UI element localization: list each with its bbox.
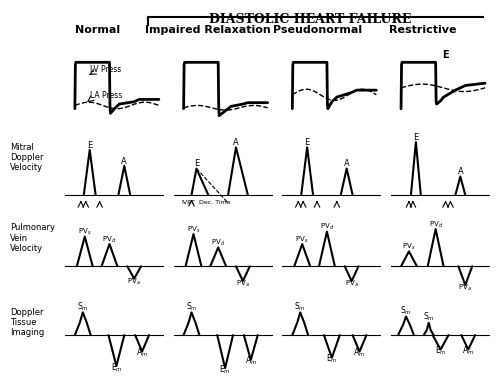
Text: PV$_a$: PV$_a$: [345, 279, 358, 289]
Text: PV$_a$: PV$_a$: [128, 276, 141, 287]
Text: E: E: [304, 138, 310, 147]
Text: PV$_a$: PV$_a$: [236, 279, 250, 289]
Text: E$_m$: E$_m$: [110, 361, 122, 374]
Text: A: A: [458, 167, 463, 176]
Text: A$_m$: A$_m$: [462, 345, 474, 357]
Text: E: E: [194, 159, 199, 169]
Text: E$_m$: E$_m$: [326, 353, 338, 366]
Text: A: A: [344, 159, 350, 169]
Text: PV$_d$: PV$_d$: [428, 220, 442, 230]
Text: A: A: [122, 157, 127, 166]
Text: E: E: [413, 133, 418, 142]
Text: PV$_s$: PV$_s$: [186, 225, 200, 235]
Text: Mitral
Doppler
Velocity: Mitral Doppler Velocity: [10, 142, 43, 172]
Text: Impaired Relaxation: Impaired Relaxation: [144, 25, 270, 35]
Text: LA Press: LA Press: [90, 91, 122, 100]
Text: Normal: Normal: [75, 25, 120, 35]
Text: PV$_s$: PV$_s$: [296, 235, 309, 245]
Text: PV$_a$: PV$_a$: [458, 283, 472, 293]
Text: S$_m$: S$_m$: [77, 301, 88, 313]
Text: S$_m$: S$_m$: [186, 301, 198, 313]
Text: A: A: [233, 138, 239, 147]
Text: Pulmonary
Vein
Velocity: Pulmonary Vein Velocity: [10, 223, 55, 253]
Text: IVRT: IVRT: [182, 200, 196, 205]
Text: E$_m$: E$_m$: [434, 345, 446, 357]
Text: PV$_s$: PV$_s$: [78, 227, 92, 237]
Text: E$_m$: E$_m$: [219, 363, 231, 376]
Text: DIASTOLIC HEART FAILURE: DIASTOLIC HEART FAILURE: [209, 13, 411, 26]
Text: PV$_d$: PV$_d$: [102, 235, 117, 245]
Text: S$_m$: S$_m$: [400, 305, 412, 317]
Text: E: E: [442, 50, 449, 60]
Text: Doppler
Tissue
Imaging: Doppler Tissue Imaging: [10, 308, 44, 338]
Text: E: E: [87, 141, 92, 150]
Text: S$_m$: S$_m$: [294, 301, 306, 313]
Text: Dec. Time: Dec. Time: [200, 200, 231, 205]
Text: A$_m$: A$_m$: [354, 347, 366, 359]
Text: A$_m$: A$_m$: [136, 347, 148, 359]
Text: A$_m$: A$_m$: [244, 355, 257, 367]
Text: PV$_s$: PV$_s$: [402, 242, 415, 252]
Text: Pseudonormal: Pseudonormal: [273, 25, 362, 35]
Text: S$_m$: S$_m$: [423, 311, 434, 323]
Text: LV Press: LV Press: [90, 65, 121, 74]
Text: PV$_d$: PV$_d$: [211, 238, 226, 248]
Text: Restrictive: Restrictive: [389, 25, 456, 35]
Text: PV$_d$: PV$_d$: [320, 222, 334, 232]
